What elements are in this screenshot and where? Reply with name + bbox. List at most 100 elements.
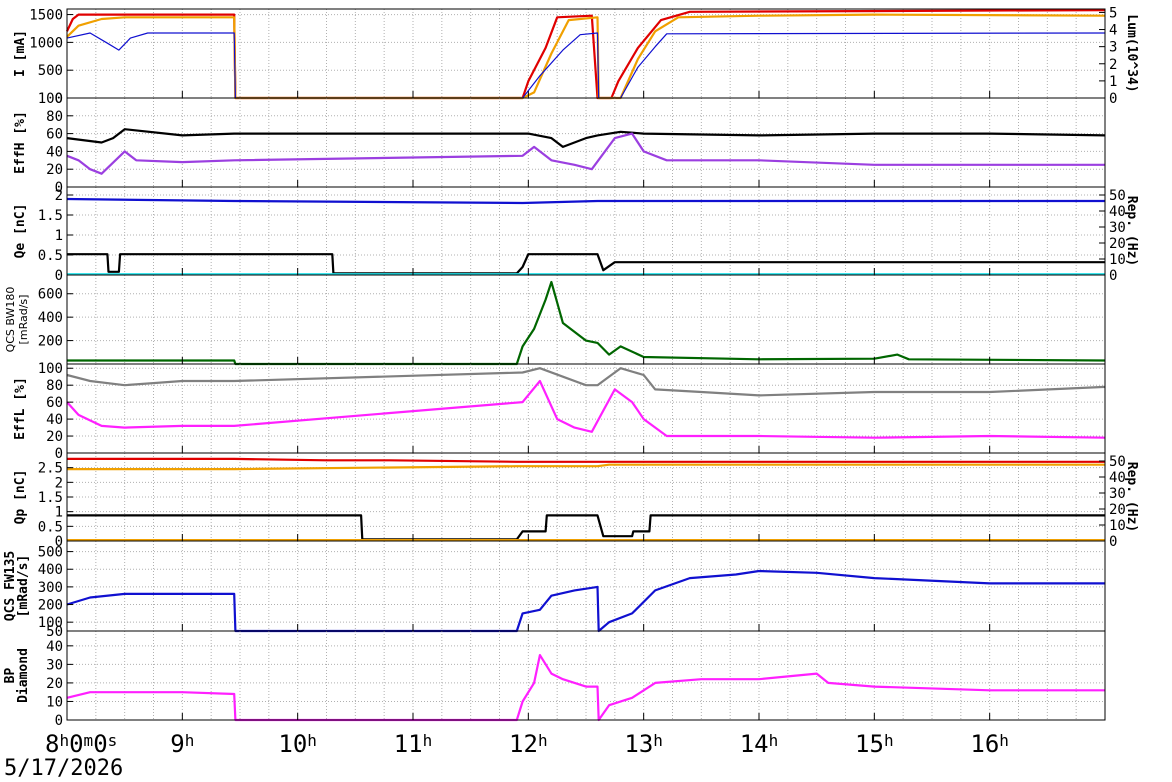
y-axis-title: BP	[3, 668, 18, 684]
y-tick-label: 0.5	[38, 519, 63, 535]
y-tick-label: 20	[46, 429, 63, 445]
x-tick-label-first: 8h0m0s	[45, 730, 117, 758]
y2-tick-label: 4	[1109, 23, 1117, 39]
x-tick-label-part: 0	[93, 730, 107, 758]
x-tick-label-16: 16h	[970, 730, 1009, 758]
y-tick-label: 200	[38, 598, 63, 614]
y-tick-label: 1000	[29, 35, 63, 51]
series-line-effh-1	[66, 132, 1105, 175]
x-tick-hour: 11	[394, 730, 423, 758]
y2-tick-label: 30	[1109, 220, 1126, 236]
y-tick-label: 80	[46, 378, 63, 394]
panel-qp	[66, 452, 1106, 542]
y-tick-label: 10	[46, 694, 63, 710]
x-tick-hour: 16	[970, 730, 999, 758]
y-tick-label: 20	[46, 676, 63, 692]
y2-tick-label: 2	[1109, 57, 1117, 73]
y-axis-title: QCS FW135	[3, 551, 18, 621]
y-axis-title: Qp [nC]	[13, 470, 28, 525]
y-tick-label: 0	[55, 180, 63, 196]
y-tick-label: 0	[55, 534, 63, 550]
y2-tick-label: 40	[1109, 470, 1126, 486]
y-axis-title-line2: Diamond	[16, 648, 31, 703]
x-tick-hour: 12	[509, 730, 538, 758]
y-tick-label: 0	[55, 713, 63, 729]
y-tick-label: 0.5	[38, 248, 63, 264]
x-tick-label-11: 11h	[394, 730, 433, 758]
series-line-qe-0	[66, 197, 1105, 205]
y-tick-label: 1500	[29, 8, 63, 24]
panel-qcs_bw	[66, 274, 1106, 366]
y-tick-label: 1	[55, 505, 63, 521]
y2-tick-label: 5	[1109, 5, 1117, 21]
panel-qe	[66, 186, 1106, 276]
y-tick-label: 2	[55, 188, 63, 204]
x-tick-label-part: m	[84, 731, 94, 750]
panel-effh	[66, 97, 1106, 188]
x-tick-label-14: 14h	[740, 730, 779, 758]
x-tick-hour-sup: h	[653, 731, 663, 750]
y-tick-label: 40	[46, 639, 63, 655]
series-line-current-1	[66, 13, 1106, 100]
y-tick-label: 400	[38, 562, 63, 578]
series-line-qp-1	[67, 463, 1105, 471]
y-tick-label: 0	[55, 268, 63, 284]
x-tick-label-13: 13h	[624, 730, 663, 758]
series-line-bp-0	[66, 653, 1105, 722]
y-axis-title-line2: [mRad/s]	[17, 295, 30, 345]
x-tick-label-part: 0	[69, 730, 83, 758]
x-tick-label-part: s	[108, 731, 118, 750]
x-tick-hour-sup: h	[884, 731, 894, 750]
y2-tick-label: 40	[1109, 204, 1126, 220]
y-tick-label: 1	[55, 228, 63, 244]
y-tick-label: 30	[46, 657, 63, 673]
series-line-current-0	[66, 9, 1106, 100]
series-line-effl-1	[66, 379, 1106, 439]
date-label: 5/17/2026	[4, 756, 124, 781]
y2-axis-title: Rep. (Hz)	[1124, 196, 1139, 266]
y2-tick-label: 20	[1109, 236, 1126, 252]
y-tick-label: 2	[55, 475, 63, 491]
y-tick-label: 400	[38, 310, 63, 326]
x-tick-label-part: 8	[45, 730, 59, 758]
y-tick-label: 600	[38, 287, 63, 303]
x-tick-hour-sup: h	[307, 731, 317, 750]
panel-effl	[66, 363, 1106, 454]
series-line-effh-0	[66, 128, 1106, 148]
x-tick-hour-sup: h	[185, 731, 195, 750]
x-tick-hour: 15	[855, 730, 884, 758]
panel-current	[66, 8, 1106, 100]
panel-bp	[66, 630, 1106, 722]
y2-tick-label: 10	[1109, 518, 1126, 534]
y-tick-label: 40	[46, 412, 63, 428]
series-line-current-2	[66, 32, 1106, 99]
y-axis-title: EffH [%]	[13, 111, 28, 174]
x-tick-label-12: 12h	[509, 730, 548, 758]
y-tick-label: 1.5	[38, 490, 63, 506]
y-axis-title: QCS BW180	[4, 287, 17, 353]
y-axis-title: Qe [nC]	[13, 204, 28, 259]
y-tick-label: 100	[38, 615, 63, 631]
x-tick-label-9: 9h	[170, 730, 194, 758]
y-tick-label: 60	[46, 395, 63, 411]
panel-frame	[66, 630, 1106, 721]
y2-axis-title: Rep. (Hz)	[1124, 462, 1139, 532]
y-tick-label: 0	[55, 91, 63, 107]
y2-tick-label: 3	[1109, 40, 1117, 56]
panel-qcs_fw	[66, 540, 1106, 633]
y2-tick-label: 0	[1109, 268, 1117, 284]
y2-tick-label: 0	[1109, 91, 1117, 107]
y-tick-label: 60	[46, 127, 63, 143]
y-tick-label: 40	[46, 144, 63, 160]
x-tick-label-15: 15h	[855, 730, 894, 758]
x-tick-hour-sup: h	[999, 731, 1009, 750]
y-tick-label: 80	[46, 109, 63, 125]
y-tick-label: 200	[38, 334, 63, 350]
y-axis-title-line2: [mRad/s]	[16, 555, 31, 618]
series-line-qp-0	[67, 457, 1105, 463]
y-axis-title: I [mA]	[13, 30, 28, 77]
y-tick-label: 300	[38, 580, 63, 596]
y-tick-label: 1.5	[38, 208, 63, 224]
x-tick-label-part: h	[59, 731, 69, 750]
